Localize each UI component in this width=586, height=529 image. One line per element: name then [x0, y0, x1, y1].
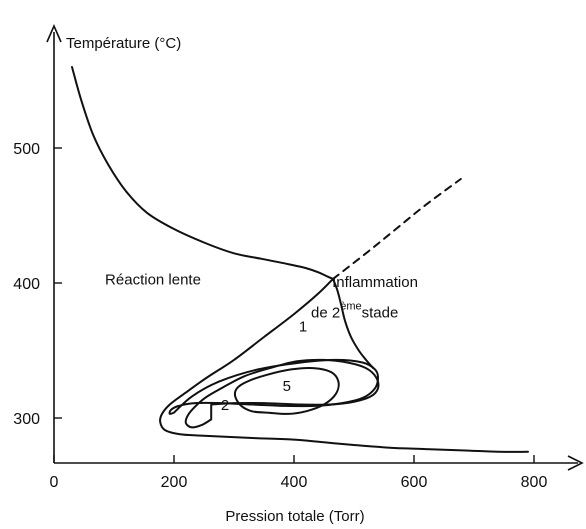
x-tick-label: 800: [521, 474, 548, 491]
region-label: 5: [283, 378, 291, 395]
y-tick-label: 500: [13, 141, 40, 158]
labels-layer: Température (°C) Pression totale (Torr) …: [66, 35, 418, 525]
x-tick-label: 0: [50, 474, 59, 491]
x-axis-arrow: [567, 455, 584, 471]
series-region-5-loop: [233, 366, 340, 415]
x-tick-label: 400: [281, 474, 308, 491]
region-label: 1: [299, 319, 307, 336]
x-tick-label: 600: [401, 474, 428, 491]
y-axis-title: Température (°C): [66, 35, 181, 52]
x-axis-title: Pression totale (Torr): [225, 508, 364, 525]
series-right-boundary: [332, 277, 375, 370]
inflammation-stage-suffix: stade: [362, 305, 399, 322]
y-tick-label: 400: [13, 276, 40, 293]
series-upper-boundary: [71, 66, 334, 280]
x-tick-label: 200: [161, 474, 188, 491]
y-axis-arrow: [46, 24, 62, 43]
series-region-1-loop: [168, 358, 379, 415]
axes-layer: [46, 24, 584, 471]
inflammation-stage-prefix: de 2: [311, 305, 340, 322]
series-extrapolation: [332, 178, 462, 280]
curves-layer: [71, 66, 529, 453]
y-tick-label: 300: [13, 411, 40, 428]
region-label: Inflammation: [332, 274, 418, 291]
inflammation-stage-superscript: ème: [340, 301, 361, 313]
region-label: 2: [221, 397, 229, 414]
region-label: Réaction lente: [105, 271, 201, 288]
inflammation-stage-label: de 2èmestade: [311, 301, 398, 322]
ticks-layer: 0 200 400 600 800 300 400 500: [13, 141, 547, 491]
series-lower-loop-boundary: [159, 277, 529, 453]
